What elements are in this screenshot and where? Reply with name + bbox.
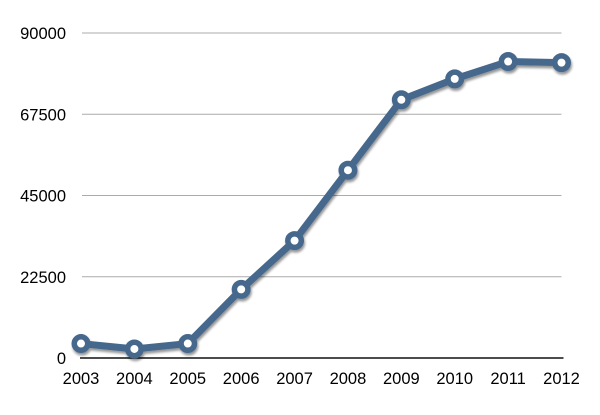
data-point [338, 160, 358, 180]
x-tick-label: 2003 [63, 370, 100, 388]
x-tick-label: 2004 [116, 370, 153, 388]
x-axis-labels: 2003 2004 2005 2006 2007 2008 2009 2010 2011 2012 [63, 370, 580, 388]
data-point [391, 90, 411, 110]
x-tick-label: 2007 [276, 370, 313, 388]
data-point [71, 334, 91, 354]
x-tick-label: 2012 [543, 370, 580, 388]
gridlines [82, 32, 562, 278]
x-tick-label: 2009 [383, 370, 420, 388]
x-tick-label: 2010 [436, 370, 473, 388]
data-series [71, 52, 571, 359]
data-point [124, 339, 144, 359]
y-tick-label: 45000 [20, 188, 66, 206]
y-axis-labels: 0 22500 45000 67500 90000 [20, 25, 66, 368]
x-tick-label: 2006 [223, 370, 260, 388]
y-tick-label: 90000 [20, 25, 66, 43]
data-point [231, 279, 251, 299]
series-line [77, 58, 565, 353]
x-tick-label: 2005 [169, 370, 206, 388]
data-point [285, 231, 305, 251]
data-point [552, 53, 571, 73]
y-tick-label: 67500 [20, 106, 66, 124]
y-tick-label: 0 [57, 350, 66, 368]
x-tick-label: 2011 [490, 370, 525, 388]
data-point [445, 69, 465, 89]
data-point [178, 334, 198, 354]
y-tick-label: 22500 [20, 269, 66, 287]
data-point [498, 52, 518, 72]
x-tick-label: 2008 [330, 370, 367, 388]
